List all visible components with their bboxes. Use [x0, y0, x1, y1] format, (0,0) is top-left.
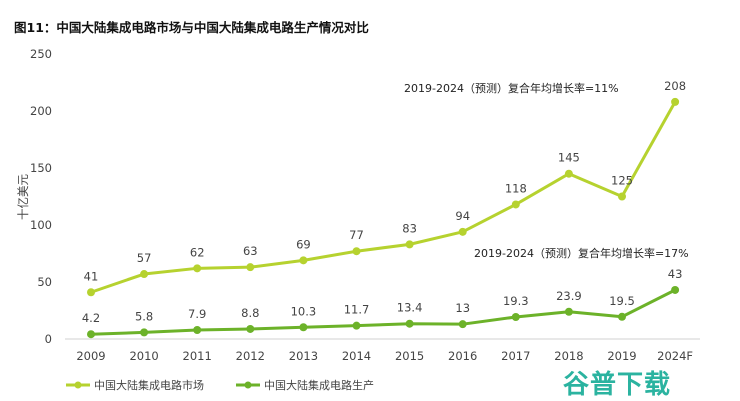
x-tick-label: 2015: [395, 349, 424, 363]
y-tick-label: 150: [30, 161, 52, 175]
series-line-1: [90, 101, 677, 294]
data-label: 13: [455, 301, 470, 315]
data-label: 94: [455, 209, 470, 223]
data-label: 7.9: [188, 307, 206, 321]
data-label: 10.3: [291, 304, 317, 318]
data-label: 63: [243, 244, 258, 258]
data-label: 5.8: [135, 309, 153, 323]
data-label: 43: [668, 267, 683, 281]
data-point: [405, 319, 414, 328]
data-label: 69: [296, 237, 311, 251]
data-label: 62: [190, 245, 205, 259]
data-label: 23.9: [556, 289, 582, 303]
legend-marker-2: [244, 381, 252, 389]
x-tick-label: 2009: [76, 349, 105, 363]
data-label: 83: [402, 221, 417, 235]
data-point: [618, 312, 626, 321]
legend-marker-1: [74, 381, 82, 389]
data-point: [618, 192, 626, 201]
data-label: 19.5: [609, 294, 635, 308]
data-label: 13.4: [397, 301, 423, 315]
data-point: [564, 169, 573, 178]
watermark-logo: 谷普下载: [563, 370, 672, 400]
legend-label-1: 中国大陆集成电路市场: [94, 378, 204, 392]
data-label: 11.7: [344, 303, 370, 317]
cagr-annotation-production: 2019-2024（预测）复合年均增长率=17%: [474, 246, 689, 260]
data-point: [671, 285, 680, 294]
data-point: [87, 288, 95, 297]
y-tick-label: 100: [30, 218, 52, 232]
data-point: [299, 256, 308, 265]
x-tick-label: 2016: [448, 349, 477, 363]
x-tick-label: 2012: [236, 349, 265, 363]
y-tick-label: 250: [30, 47, 52, 61]
data-label: 19.3: [503, 294, 529, 308]
x-tick-label: 2019: [607, 349, 636, 363]
data-point: [246, 263, 255, 272]
cagr-annotation-market: 2019-2024（预测）复合年均增长率=11%: [404, 81, 619, 95]
data-point: [87, 330, 95, 339]
data-point: [140, 270, 149, 279]
data-label: 118: [505, 181, 527, 195]
data-point: [193, 264, 202, 273]
data-point: [671, 97, 680, 106]
data-point: [405, 240, 414, 249]
data-point: [458, 227, 467, 236]
x-tick-label: 2018: [554, 349, 583, 363]
data-point: [299, 323, 308, 332]
data-label: 77: [349, 228, 364, 242]
legend-label-2: 中国大陆集成电路生产: [264, 378, 374, 392]
chart-title: 图11：中国大陆集成电路市场与中国大陆集成电路生产情况对比: [14, 20, 369, 35]
data-point: [458, 320, 467, 329]
data-label: 125: [611, 174, 633, 188]
y-tick-label: 50: [37, 275, 52, 289]
data-point: [140, 328, 149, 337]
data-label: 208: [664, 79, 686, 93]
data-point: [511, 200, 520, 209]
series-line-2: [90, 288, 676, 336]
x-tick-label: 2024F: [657, 349, 693, 363]
y-axis-label: 十亿美元: [16, 174, 30, 220]
x-tick-label: 2013: [289, 349, 318, 363]
y-tick-label: 0: [45, 332, 52, 346]
data-point: [246, 324, 255, 333]
x-tick-label: 2010: [129, 349, 158, 363]
data-label: 8.8: [241, 306, 259, 320]
data-label: 145: [558, 151, 580, 165]
data-point: [511, 312, 520, 321]
x-tick-label: 2014: [342, 349, 371, 363]
x-tick-label: 2011: [183, 349, 212, 363]
data-point: [193, 325, 202, 334]
data-point: [352, 321, 361, 330]
x-tick-label: 2017: [501, 349, 530, 363]
data-label: 57: [137, 251, 152, 265]
data-point: [564, 307, 573, 316]
y-tick-label: 200: [30, 104, 52, 118]
data-label: 4.2: [82, 311, 100, 325]
data-point: [352, 247, 361, 256]
data-label: 41: [84, 269, 99, 283]
